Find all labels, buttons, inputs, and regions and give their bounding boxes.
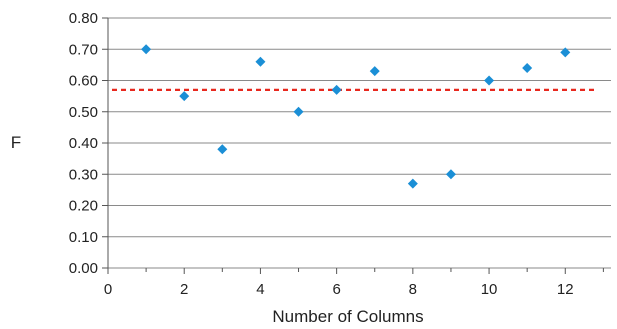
axes xyxy=(102,17,604,274)
y-tick-label: 0.50 xyxy=(69,104,98,121)
x-tick-label: 8 xyxy=(409,281,417,298)
y-tick-label: 0.30 xyxy=(69,166,98,183)
y-axis-label: F xyxy=(11,133,21,152)
x-axis-label: Number of Columns xyxy=(272,307,423,326)
x-tick-label: 0 xyxy=(104,281,112,298)
gridlines xyxy=(108,17,611,269)
data-point xyxy=(445,169,456,180)
data-point xyxy=(369,66,380,77)
data-point xyxy=(484,75,495,86)
y-tick-labels: 0.00 0.10 0.20 0.30 0.40 0.50 0.60 0.70 0.80 xyxy=(69,10,98,277)
x-tick-label: 10 xyxy=(481,281,498,298)
y-tick-label: 0.80 xyxy=(69,10,98,27)
y-tick-label: 0.00 xyxy=(69,260,98,277)
x-tick-label: 6 xyxy=(332,281,340,298)
data-point xyxy=(141,44,152,55)
data-points xyxy=(141,44,571,189)
data-point xyxy=(255,56,266,67)
y-tick-label: 0.40 xyxy=(69,135,98,152)
x-tick-label: 4 xyxy=(256,281,264,298)
data-point xyxy=(293,106,304,117)
x-tick-label: 2 xyxy=(180,281,188,298)
x-tick-labels: 0 2 4 6 8 10 12 xyxy=(104,281,574,298)
y-tick-label: 0.20 xyxy=(69,198,98,215)
data-point xyxy=(331,84,342,95)
data-point xyxy=(560,47,571,58)
data-point xyxy=(407,178,418,189)
x-tick-label: 12 xyxy=(557,281,574,298)
data-point xyxy=(522,63,533,73)
y-tick-label: 0.70 xyxy=(69,41,98,58)
data-point xyxy=(179,91,190,102)
y-tick-label: 0.60 xyxy=(69,73,98,90)
y-tick-label: 0.10 xyxy=(69,229,98,246)
data-point xyxy=(217,144,228,155)
